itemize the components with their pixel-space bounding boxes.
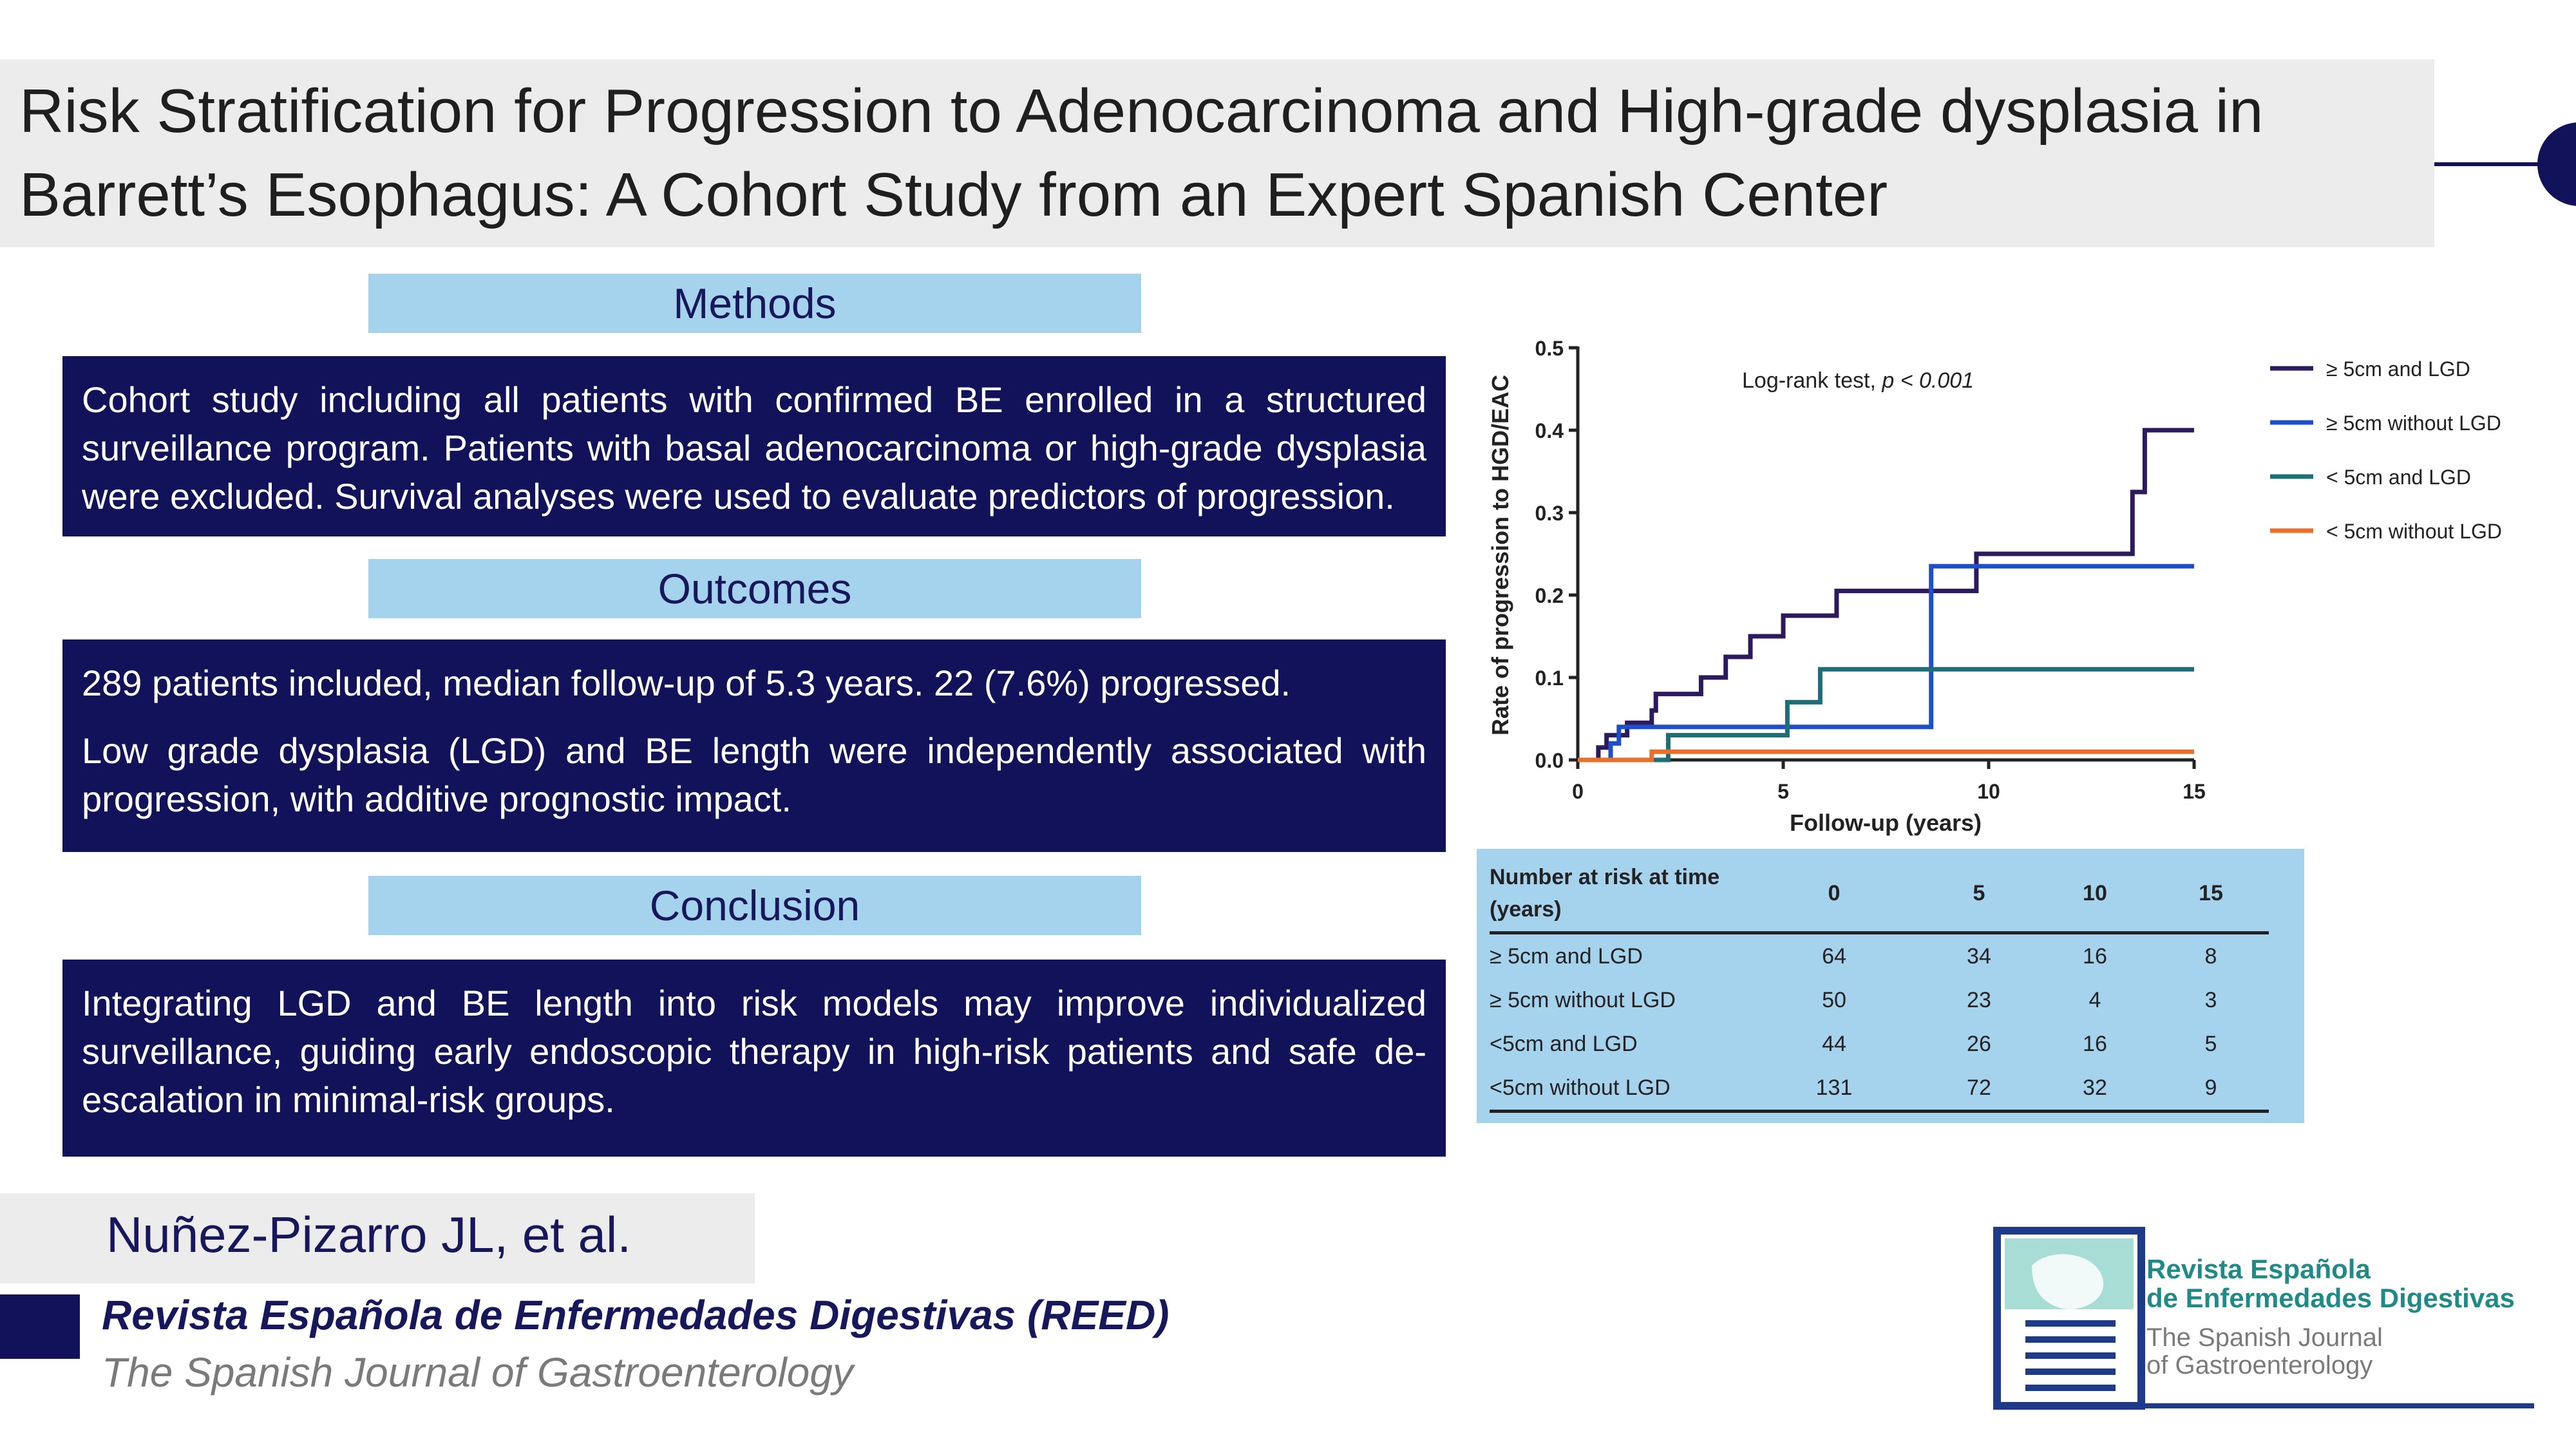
journal-marker — [0, 1294, 80, 1359]
legend-label-3: < 5cm without LGD — [2326, 520, 2502, 543]
series-line-0 — [1578, 428, 2194, 762]
risk-cell: 4 — [2088, 987, 2101, 1012]
y-tick-label: 0.2 — [1535, 584, 1564, 607]
outcomes-box: 289 patients included, median follow-up … — [62, 639, 1446, 852]
risk-col-0: 0 — [1747, 855, 1921, 934]
km-chart: 0.0 0.1 0.2 0.3 0.4 0.5 0 5 10 15 Log-rank test,… — [1487, 337, 2502, 836]
authors: Nuñez-Pizarro JL, et al. — [106, 1206, 632, 1263]
risk-cell: 16 — [2083, 1031, 2107, 1056]
decorative-circle — [2537, 122, 2576, 206]
risk-col-1: 5 — [1920, 855, 2037, 934]
logrank-prefix: Log-rank test, — [1742, 368, 1882, 393]
conclusion-box: Integrating LGD and BE length into risk … — [62, 960, 1446, 1157]
intestine-icon — [2025, 1320, 2116, 1391]
table-row: ≥ 5cm and LGD 64 34 16 8 — [1490, 933, 2269, 979]
series-line-3 — [1578, 749, 2194, 762]
risk-col-3: 15 — [2152, 855, 2269, 934]
risk-cell: 8 — [2204, 943, 2217, 969]
title-bar — [0, 59, 2434, 247]
conclusion-text: Integrating LGD and BE length into risk … — [82, 983, 1426, 1120]
risk-cell: 44 — [1822, 1031, 1846, 1056]
outcomes-text-2: Low grade dysplasia (LGD) and BE length … — [82, 730, 1426, 819]
y-axis: 0.0 0.1 0.2 0.3 0.4 0.5 — [1535, 337, 1580, 772]
risk-col-2: 10 — [2036, 855, 2153, 934]
x-tick-label: 0 — [1572, 780, 1584, 803]
risk-cell: 64 — [1822, 943, 1846, 969]
stomach-icon — [2032, 1254, 2104, 1309]
risk-cell: 5 — [2204, 1031, 2217, 1056]
logo-sub-1: The Spanish Journal — [2146, 1323, 2383, 1352]
journal-name: Revista Española de Enfermedades Digesti… — [102, 1292, 1170, 1338]
logo-underline — [1993, 1403, 2534, 1408]
methods-heading: Methods — [368, 274, 1141, 333]
decorative-line — [2434, 162, 2544, 166]
risk-cell: 23 — [1967, 987, 1991, 1012]
conclusion-heading: Conclusion — [368, 876, 1141, 935]
risk-cell: 72 — [1920, 1066, 2037, 1113]
legend: ≥ 5cm and LGD ≥ 5cm without LGD < 5cm and … — [2270, 357, 2502, 543]
risk-row-label: ≥ 5cm and LGD — [1490, 943, 1643, 969]
series-layer — [1578, 428, 2194, 762]
x-tick-label: 10 — [1977, 780, 2000, 803]
logrank-annotation: Log-rank test, p < 0.001 — [1742, 368, 1974, 393]
risk-table-panel: Number at risk at time (years) 0 5 10 15… — [1477, 849, 2304, 1123]
risk-cell: 16 — [2083, 943, 2107, 969]
logo-title-2: de Enfermedades Digestivas — [2146, 1283, 2515, 1313]
risk-row-label: <5cm and LGD — [1490, 1031, 1638, 1056]
table-row: <5cm without LGD 131 72 32 9 — [1490, 1066, 2269, 1113]
risk-cell: 50 — [1822, 987, 1846, 1012]
y-tick-label: 0.3 — [1535, 502, 1564, 525]
y-tick-label: 0.0 — [1535, 749, 1564, 772]
legend-label-0: ≥ 5cm and LGD — [2326, 357, 2470, 381]
risk-table: Number at risk at time (years) 0 5 10 15… — [1490, 855, 2269, 1113]
series-line-1 — [1578, 564, 2194, 762]
risk-row-label: ≥ 5cm without LGD — [1490, 987, 1676, 1012]
risk-cell: 3 — [2204, 987, 2217, 1012]
y-tick-label: 0.5 — [1535, 337, 1564, 360]
risk-cell: 32 — [2036, 1066, 2153, 1113]
journal-logo: Revista Española de Enfermedades Digesti… — [1993, 1227, 2534, 1410]
logrank-p: p < 0.001 — [1881, 368, 1974, 393]
outcomes-heading: Outcomes — [368, 559, 1141, 618]
y-tick-label: 0.4 — [1535, 419, 1564, 442]
legend-label-2: < 5cm and LGD — [2326, 466, 2471, 489]
x-tick-label: 15 — [2183, 780, 2206, 803]
y-axis-label: Rate of progression to HGD/EAC — [1487, 375, 1513, 735]
methods-text: Cohort study including all patients with… — [82, 379, 1426, 516]
table-row: ≥ 5cm without LGD 50 23 4 3 — [1490, 978, 2269, 1022]
x-axis-label: Follow-up (years) — [1790, 810, 1982, 836]
x-axis: 0 5 10 15 — [1572, 758, 2206, 803]
legend-label-1: ≥ 5cm without LGD — [2326, 412, 2501, 435]
risk-cell: 26 — [1967, 1031, 1991, 1056]
risk-table-header-row: Number at risk at time (years) 0 5 10 15 — [1490, 855, 2269, 934]
risk-cell: 131 — [1747, 1066, 1921, 1113]
risk-cell: 34 — [1967, 943, 1991, 969]
series-line-2 — [1578, 667, 2194, 762]
y-tick-label: 0.1 — [1535, 667, 1564, 690]
page-title: Risk Stratification for Progression to A… — [19, 77, 2264, 229]
outcomes-text-1: 289 patients included, median follow-up … — [82, 663, 1291, 703]
risk-row-label: <5cm without LGD — [1490, 1066, 1747, 1113]
table-row: <5cm and LGD 44 26 16 5 — [1490, 1022, 2269, 1066]
journal-subtitle: The Spanish Journal of Gastroenterology — [102, 1349, 853, 1396]
logo-sub-2: of Gastroenterology — [2146, 1351, 2372, 1379]
methods-box: Cohort study including all patients with… — [62, 356, 1446, 536]
risk-table-header: Number at risk at time (years) — [1490, 855, 1747, 934]
authors-box — [0, 1193, 755, 1283]
logo-title-1: Revista Española — [2146, 1254, 2371, 1284]
x-tick-label: 5 — [1777, 780, 1789, 803]
risk-cell: 9 — [2152, 1066, 2269, 1113]
